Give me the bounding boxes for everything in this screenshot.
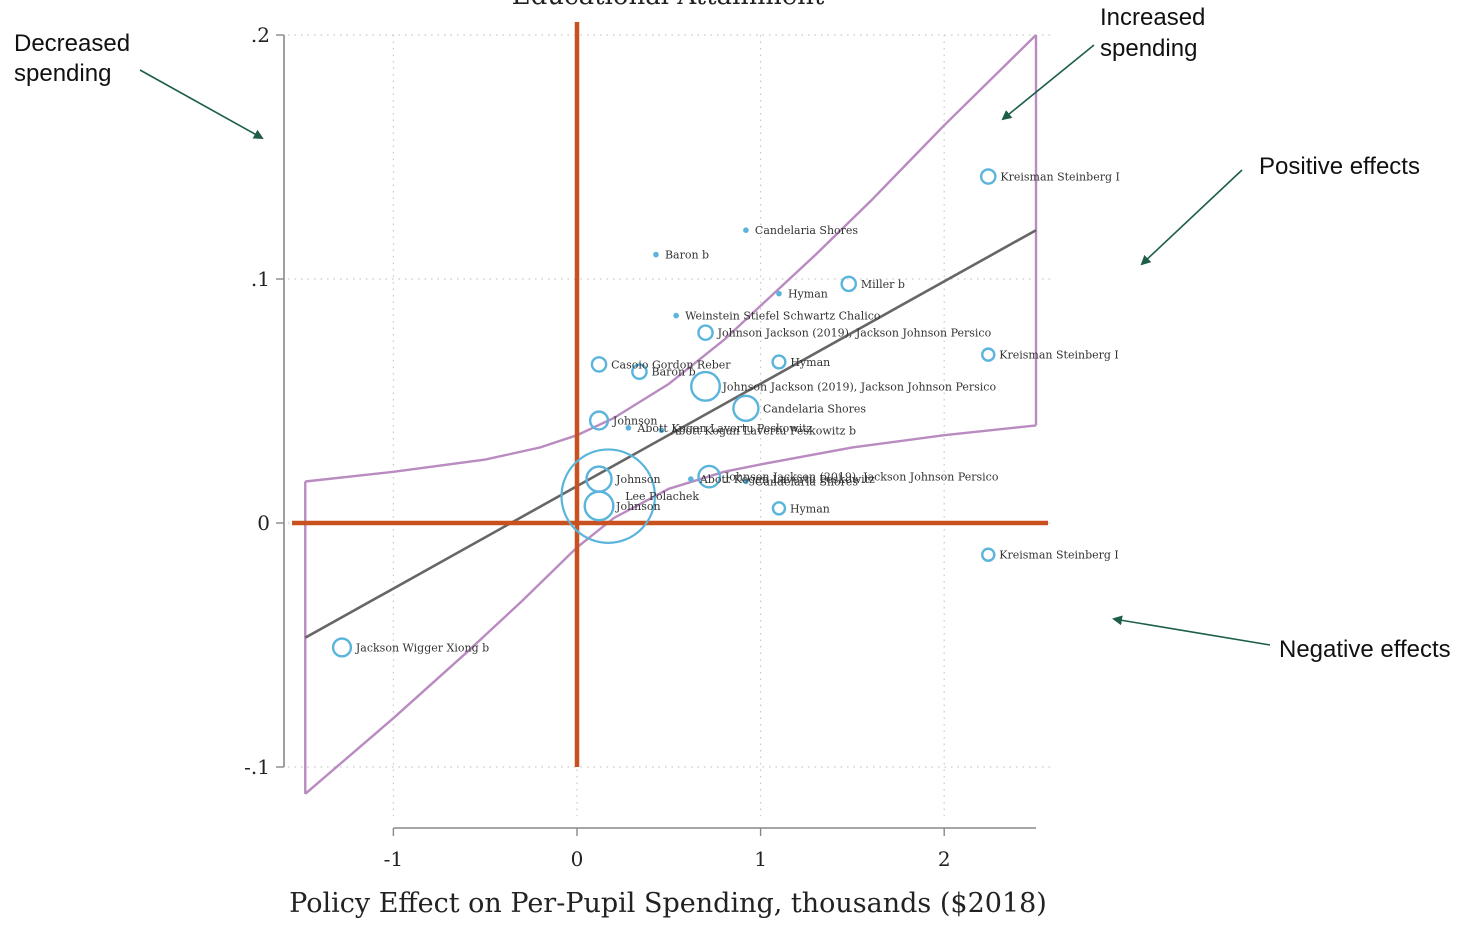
data-point <box>588 410 610 431</box>
data-point <box>981 347 996 362</box>
data-point-label: Kreisman Steinberg I <box>1000 171 1119 184</box>
annotation-increased-spending: Increased spending <box>1100 4 1212 62</box>
data-point-label: Abott Kogan Lavertu Peskowitz <box>636 422 812 435</box>
data-point <box>697 464 722 489</box>
data-point-label: Candelaria Shores <box>763 402 867 415</box>
annotation-positive-effects: Positive effects <box>1259 153 1420 180</box>
data-point-label: Hyman <box>788 288 828 301</box>
data-point <box>690 370 722 402</box>
data-point-label: Abott Kogan Lavertu Peskowitz <box>699 473 875 486</box>
data-point-label: Johnson Jackson (2019), Jackson Johnson … <box>717 327 992 340</box>
x-tick-label-2: 1 <box>754 847 767 871</box>
data-point-label: Johnson <box>615 500 661 513</box>
data-point-label: Johnson Jackson (2019), Jackson Johnson … <box>722 380 997 393</box>
x-axis-label: Policy Effect on Per-Pupil Spending, tho… <box>289 888 1047 919</box>
annotation-decreased-line2: spending <box>14 60 111 87</box>
data-point-label: Lee Polachek <box>625 490 699 503</box>
data-point <box>697 324 714 341</box>
data-point-label: Candelaria Shores <box>755 476 859 489</box>
data-point <box>771 501 787 516</box>
data-points <box>331 168 997 658</box>
x-tick-label-3: 2 <box>938 847 951 871</box>
data-point-label: Weinstein Stiefel Schwartz Chalico <box>685 310 881 323</box>
data-point <box>673 312 679 319</box>
axes: -.1 0 .1 .2 -1 0 1 2 <box>244 23 1036 871</box>
point-labels: Kreisman Steinberg I Candelaria Shores Bar… <box>355 171 1120 655</box>
data-point <box>979 168 997 185</box>
data-point-label: Casoio Gordon Reber <box>611 358 731 371</box>
y-tick-label-0: -.1 <box>244 755 270 779</box>
data-point <box>981 547 996 562</box>
band-upper <box>305 34 1037 483</box>
data-point-label: Jackson Wigger Xiong b <box>355 641 489 654</box>
y-tick-label-1: 0 <box>257 511 270 535</box>
data-point-label: Johnson <box>615 473 661 486</box>
annotation-increased-line1: Increased <box>1100 4 1205 31</box>
reference-lines <box>292 22 1048 767</box>
band-lower <box>304 424 1037 795</box>
data-point <box>776 290 782 297</box>
data-point-label: Johnson Jackson (2019), Jackson Johnson … <box>724 471 999 484</box>
data-point <box>658 427 665 434</box>
arrow-increased-spending <box>1001 44 1095 121</box>
data-point <box>743 227 749 233</box>
data-point <box>631 363 648 381</box>
fit-line-group <box>304 229 1037 639</box>
data-point-label: Miller b <box>861 278 905 291</box>
data-point-label: Baron b <box>652 366 696 379</box>
data-point-label: Johnson <box>612 415 658 428</box>
data-point-label: Kreisman Steinberg I <box>999 549 1118 562</box>
data-point <box>771 354 787 370</box>
y-tick-label-2: .1 <box>251 267 270 291</box>
data-point <box>840 275 858 293</box>
data-point-label: Hyman <box>790 356 830 369</box>
annotation-decreased-line1: Decreased <box>14 30 130 57</box>
arrow-decreased-spending <box>139 69 264 139</box>
data-point <box>688 476 694 482</box>
arrow-positive-effects <box>1140 169 1243 266</box>
x-tick-label-1: 0 <box>571 847 584 871</box>
data-point-label: Baron b <box>665 249 709 262</box>
data-point <box>590 356 608 373</box>
data-point-label: Hyman <box>790 502 830 515</box>
annotation-negative-effects: Negative effects <box>1279 636 1451 663</box>
data-point <box>560 448 657 544</box>
data-point-label: Candelaria Shores <box>755 224 859 237</box>
data-point-label: Abott Kogan Lavertu Peskowitz b <box>669 424 856 437</box>
y-tick-label-3: .2 <box>251 23 270 47</box>
chart-title: Educational Attainment <box>512 0 825 11</box>
fit-line <box>304 229 1037 639</box>
data-point <box>732 394 760 423</box>
data-point <box>331 637 353 658</box>
data-point <box>625 425 632 431</box>
confidence-band <box>304 34 1038 795</box>
x-tick-label-0: -1 <box>384 847 403 871</box>
data-point <box>653 251 659 258</box>
arrow-negative-effects <box>1112 615 1271 646</box>
data-point <box>583 490 615 522</box>
annotation-increased-line2: spending <box>1100 35 1197 62</box>
data-point <box>743 478 749 485</box>
annotation-decreased-spending: Decreased spending <box>14 30 137 87</box>
annotations: Decreased spending Increased spending Po… <box>14 4 1451 663</box>
data-point-label: Kreisman Steinberg I <box>999 349 1118 362</box>
